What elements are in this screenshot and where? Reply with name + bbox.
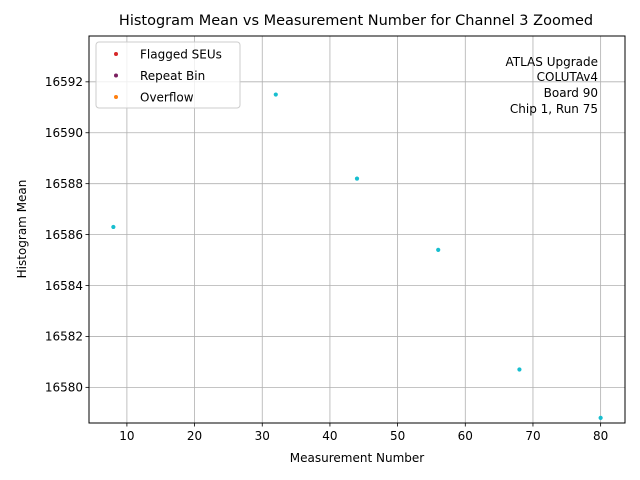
- annotation-line-4: Chip 1, Run 75: [510, 102, 598, 116]
- run-annotation: ATLAS Upgrade COLUTAv4 Board 90 Chip 1, …: [505, 55, 598, 116]
- legend-marker-flagged-seus: [114, 52, 118, 56]
- data-point: [517, 367, 522, 372]
- y-tick-label: 16580: [45, 381, 83, 395]
- x-axis-label: Measurement Number: [290, 451, 424, 465]
- annotation-line-1: ATLAS Upgrade: [505, 55, 598, 69]
- x-tick-label: 20: [187, 429, 202, 443]
- data-point: [598, 415, 603, 421]
- y-axis-ticks: 16580 16582 16584 16586 16588 16590 16592: [45, 75, 89, 395]
- annotation-line-3: Board 90: [544, 86, 598, 100]
- chart-title: Histogram Mean vs Measurement Number for…: [119, 13, 593, 29]
- legend-label-flagged-seus: Flagged SEUs: [140, 48, 222, 62]
- x-axis-ticks: 10 20 30 40 50 60 70 80: [119, 423, 608, 443]
- x-tick-label: 40: [322, 429, 337, 443]
- plot-frame: [88, 35, 626, 424]
- legend-label-overflow: Overflow: [140, 91, 194, 105]
- x-tick-label: 80: [593, 429, 608, 443]
- y-tick-label: 16586: [45, 228, 83, 242]
- data-point: [273, 92, 278, 97]
- legend-frame: [95, 41, 241, 109]
- data-point: [111, 224, 116, 230]
- y-tick-label: 16592: [45, 75, 83, 89]
- x-tick-label: 30: [255, 429, 270, 443]
- x-tick-label: 60: [458, 429, 473, 443]
- legend: Flagged SEUs Repeat Bin Overflow: [95, 41, 241, 109]
- data-point: [354, 176, 360, 181]
- x-tick-label: 50: [390, 429, 405, 443]
- legend-label-repeat-bin: Repeat Bin: [140, 69, 205, 83]
- grid: [89, 36, 625, 423]
- legend-marker-overflow: [114, 95, 118, 99]
- y-axis-label: Histogram Mean: [15, 180, 29, 279]
- y-tick-label: 16584: [45, 279, 83, 293]
- y-tick-label: 16588: [45, 177, 83, 191]
- y-tick-label: 16582: [45, 330, 83, 344]
- data-point: [436, 247, 441, 252]
- annotation-line-2: COLUTAv4: [537, 70, 598, 84]
- y-tick-label: 16590: [45, 126, 83, 140]
- data-points: [111, 92, 603, 421]
- x-tick-label: 70: [525, 429, 540, 443]
- legend-marker-repeat-bin: [114, 73, 118, 78]
- x-tick-label: 10: [119, 429, 134, 443]
